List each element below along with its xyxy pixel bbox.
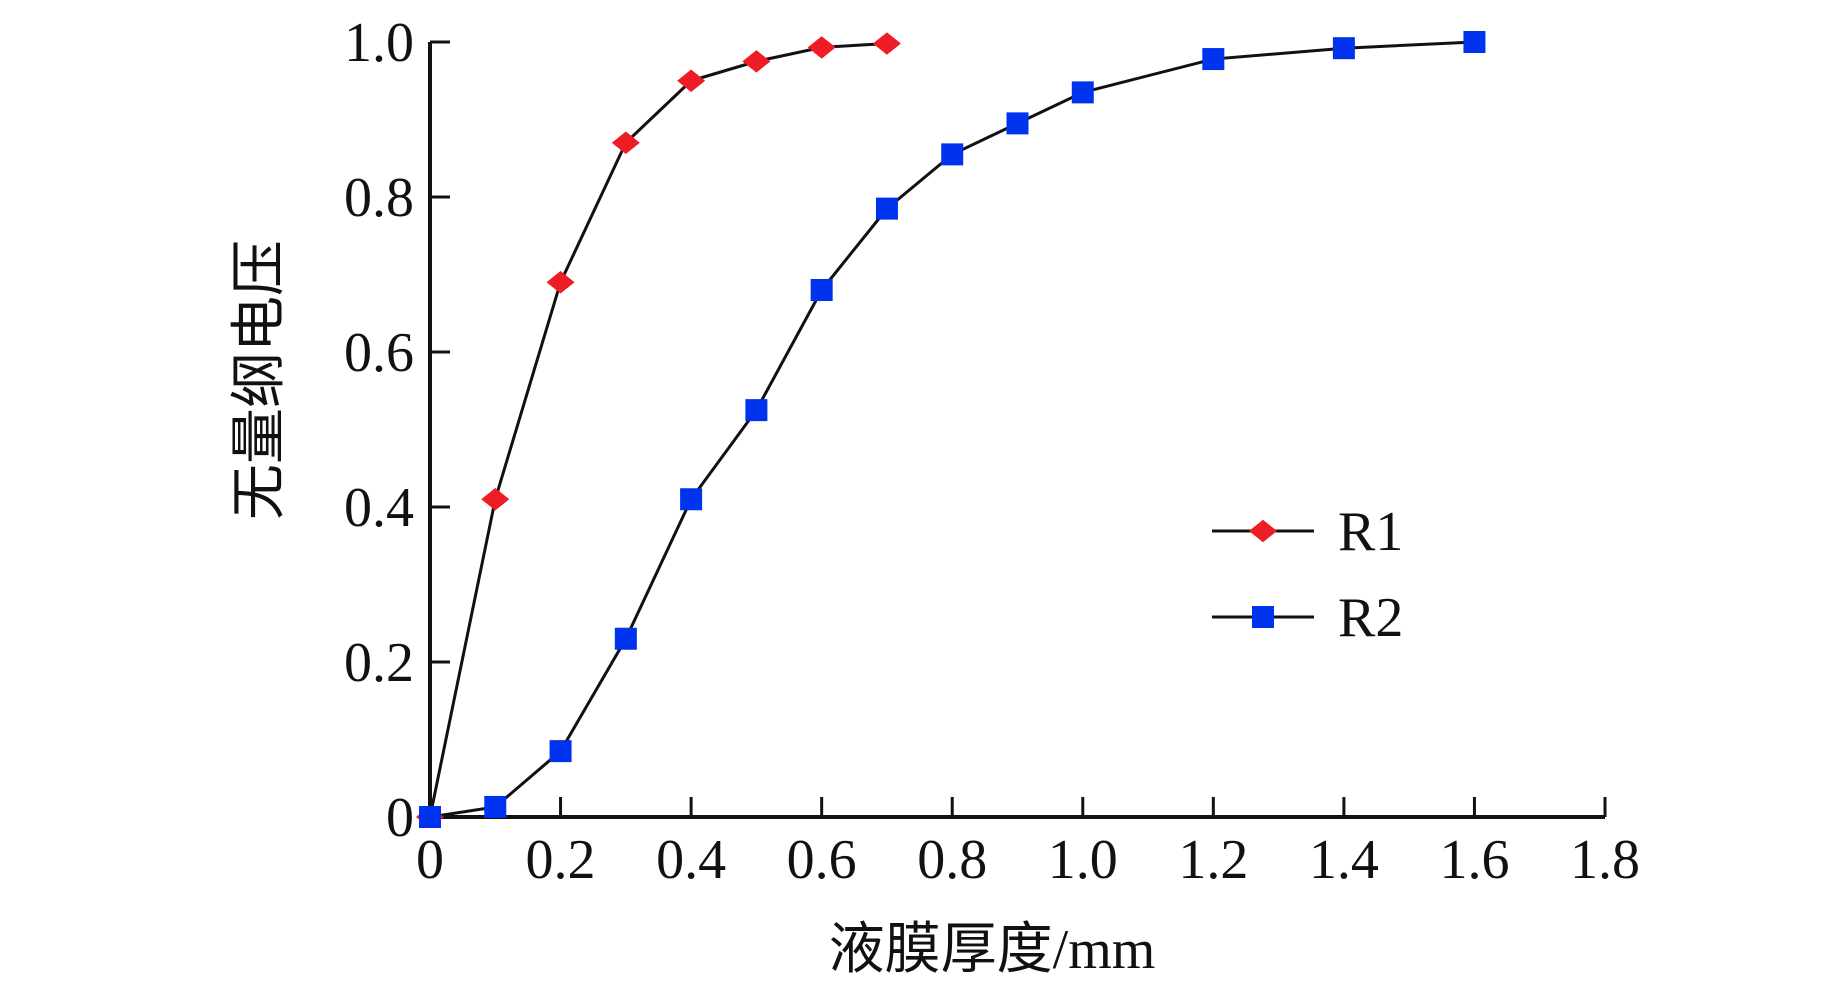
- series-line-r1: [428, 42, 888, 818]
- y-tick-label: 0.4: [344, 477, 414, 539]
- legend-label-r1: R1: [1338, 501, 1403, 563]
- data-point-r2: [941, 143, 964, 166]
- y-axis-label: 无量纲电压: [229, 240, 291, 520]
- data-point-r1: [872, 32, 901, 55]
- data-point-r2: [1071, 81, 1094, 104]
- x-tick-label: 0.6: [787, 829, 857, 891]
- y-tick-label: 0.8: [344, 167, 414, 229]
- data-point-r2: [549, 740, 572, 763]
- data-point-r2: [1463, 31, 1486, 53]
- x-tick-label: 1.6: [1439, 829, 1509, 891]
- data-point-r1: [742, 50, 771, 73]
- data-point-r2: [680, 488, 703, 511]
- data-point-r2: [1202, 48, 1225, 71]
- x-axis-label: 液膜厚度/mm: [829, 919, 1156, 981]
- x-tick-label: 1.4: [1309, 829, 1379, 891]
- axes: 0 0.2 0.4 0.6 0.8 1.0 1.2 1.4 1.6 1.8 0 0.2 0.4 0.6 0.…: [344, 12, 1640, 891]
- data-point-r2: [484, 795, 507, 818]
- y-tick-label: 0.2: [344, 632, 414, 694]
- y-tick-label: 0: [386, 787, 414, 849]
- data-point-r1: [546, 271, 575, 294]
- x-tick-label: 0.8: [917, 829, 987, 891]
- data-point-r2: [810, 279, 833, 301]
- legend-marker-r1: [1249, 519, 1277, 543]
- legend-marker-r2: [1252, 606, 1274, 628]
- data-point-r2: [745, 399, 768, 422]
- x-tick-label: 0: [416, 829, 444, 891]
- data-point-r1: [677, 69, 706, 92]
- data-point-r2: [875, 197, 898, 220]
- x-tick-label: 0.4: [656, 829, 726, 891]
- legend-label-r2: R2: [1338, 587, 1403, 649]
- data-point-r1: [807, 36, 836, 59]
- data-point-r1: [481, 488, 510, 511]
- x-tick-label: 1.8: [1570, 829, 1640, 891]
- data-point-r1: [611, 131, 640, 154]
- data-point-r2: [1332, 37, 1355, 60]
- y-tick-label: 0.6: [344, 322, 414, 384]
- x-tick-label: 1.2: [1178, 829, 1248, 891]
- y-tick-label: 1.0: [344, 12, 414, 74]
- data-point-r2: [1006, 112, 1029, 135]
- data-point-r2: [419, 806, 441, 828]
- series-markers: [416, 31, 1486, 829]
- data-point-r2: [614, 627, 637, 650]
- series-line-r2: [429, 40, 1475, 819]
- x-tick-label: 1.0: [1048, 829, 1118, 891]
- x-tick-label: 0.2: [526, 829, 596, 891]
